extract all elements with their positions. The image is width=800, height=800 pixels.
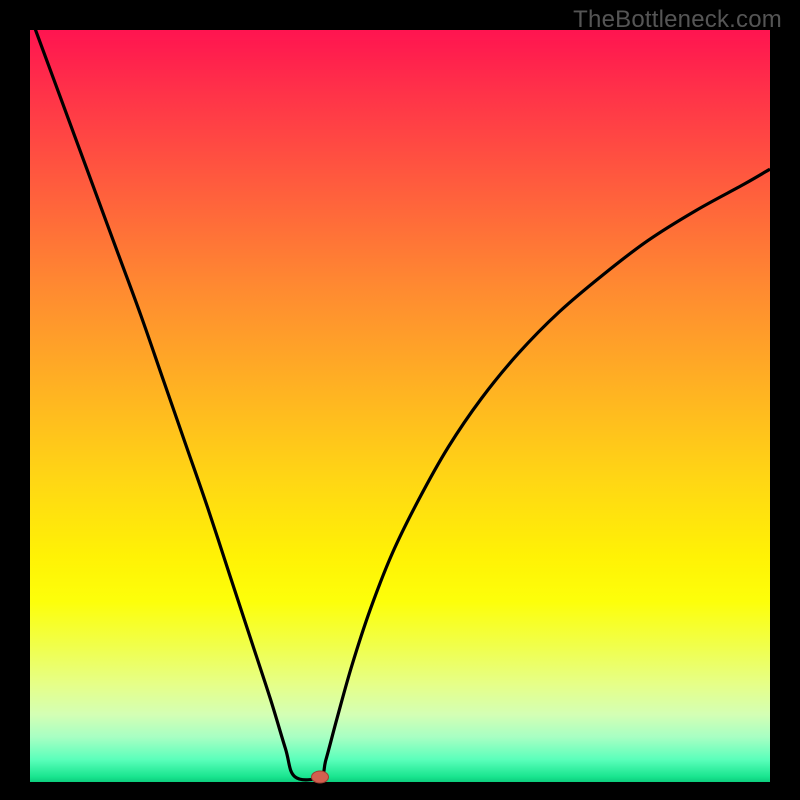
watermark-text: TheBottleneck.com — [573, 6, 782, 34]
curve-layer — [30, 30, 770, 782]
bottleneck-curve — [30, 30, 770, 780]
chart-frame: TheBottleneck.com — [0, 0, 800, 800]
plot-area — [30, 30, 770, 782]
vertex-marker — [311, 770, 329, 783]
